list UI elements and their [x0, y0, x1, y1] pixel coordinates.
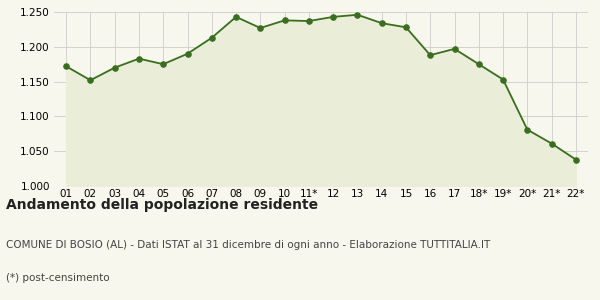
Point [498, 77, 508, 82]
Point [571, 157, 581, 162]
Point [231, 14, 241, 19]
Point [523, 127, 532, 132]
Point [474, 62, 484, 67]
Point [377, 21, 386, 26]
Point [328, 14, 338, 19]
Point [280, 18, 289, 23]
Point [547, 141, 556, 146]
Text: Andamento della popolazione residente: Andamento della popolazione residente [6, 198, 318, 212]
Point [86, 78, 95, 82]
Text: COMUNE DI BOSIO (AL) - Dati ISTAT al 31 dicembre di ogni anno - Elaborazione TUT: COMUNE DI BOSIO (AL) - Dati ISTAT al 31 … [6, 240, 490, 250]
Point [61, 64, 71, 69]
Point [304, 19, 314, 23]
Point [134, 56, 144, 61]
Point [158, 62, 168, 67]
Point [353, 12, 362, 17]
Point [401, 25, 411, 30]
Point [207, 35, 217, 40]
Point [110, 65, 119, 70]
Point [450, 46, 460, 51]
Text: (*) post-censimento: (*) post-censimento [6, 273, 110, 283]
Point [425, 53, 435, 58]
Point [182, 51, 192, 56]
Point [256, 26, 265, 30]
